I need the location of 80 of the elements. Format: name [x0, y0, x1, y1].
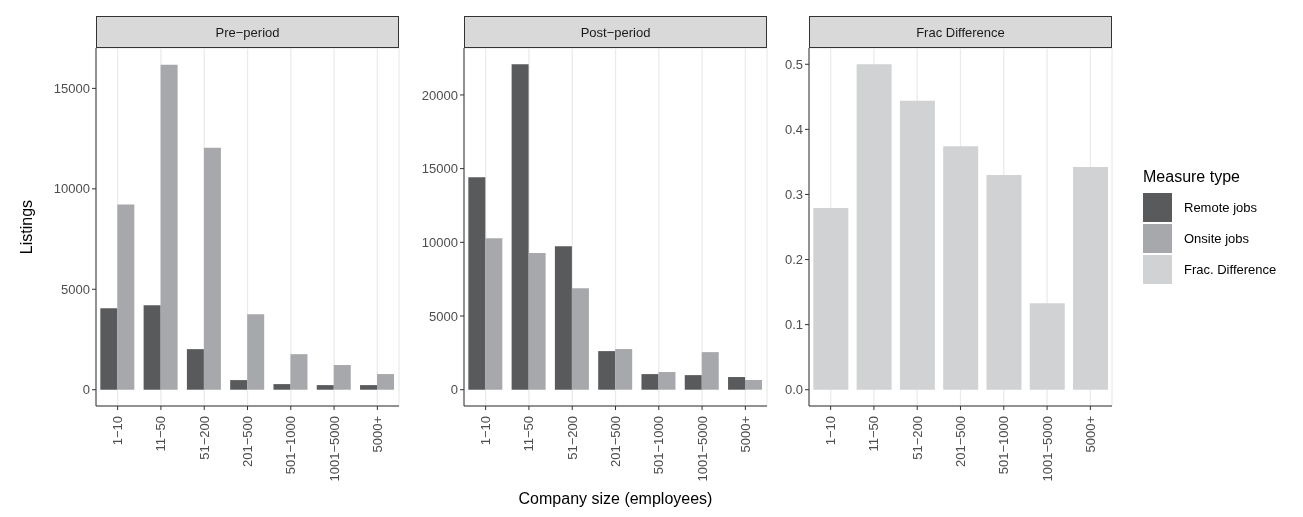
bar: [598, 351, 616, 390]
bar: [684, 375, 702, 390]
bar: [485, 238, 503, 390]
y-tick-label: 0.1: [784, 317, 803, 333]
bar: [230, 380, 248, 390]
x-tick-label: 501−1000: [651, 416, 667, 475]
y-tick-label: 10000: [53, 181, 90, 197]
bar: [813, 208, 849, 390]
y-tick-label: 5000: [61, 281, 90, 297]
y-tick-label: 15000: [53, 81, 90, 96]
bar: [943, 146, 979, 390]
bar: [143, 305, 161, 390]
bar: [615, 349, 633, 390]
y-tick-label: 0.4: [784, 121, 803, 137]
y-axis-title: Listings: [18, 198, 36, 257]
bar: [745, 379, 763, 390]
bar: [186, 349, 204, 390]
x-tick-label: 1−10: [478, 416, 494, 446]
y-tick-label: 0.0: [784, 382, 803, 398]
y-tick-label: 5000: [429, 308, 458, 324]
x-tick-label: 1001−5000: [694, 416, 710, 482]
legend-label: Frac. Difference: [1184, 262, 1277, 277]
chart-title: Frac Difference: [809, 16, 1112, 48]
bar: [290, 354, 308, 390]
bar: [986, 174, 1022, 390]
bar: [117, 204, 135, 390]
bar: [701, 352, 719, 390]
y-tick-label: 0.3: [784, 187, 803, 203]
bar: [899, 100, 935, 390]
x-tick-label: 1−10: [823, 416, 839, 446]
x-tick-label: 201−500: [240, 416, 255, 467]
y-tick-label: 20000: [421, 87, 458, 103]
x-tick-label: 1001−5000: [1039, 416, 1055, 482]
x-tick-label: 51−200: [564, 416, 580, 460]
x-tick-label: 11−50: [866, 416, 882, 452]
y-tick-label: 0: [82, 382, 90, 398]
x-tick-label: 5000+: [1082, 416, 1098, 453]
bar: [528, 253, 546, 390]
x-tick-label: 51−200: [909, 416, 925, 460]
bar: [1029, 303, 1065, 390]
x-tick-label: 201−500: [953, 416, 968, 467]
y-tick-label: 0: [450, 382, 458, 398]
bar: [333, 365, 351, 390]
x-tick-label: 11−50: [521, 416, 537, 452]
chart-title: Pre−period: [96, 16, 399, 48]
bar: [100, 308, 118, 390]
bar: [377, 374, 395, 390]
y-tick-label: 15000: [421, 161, 458, 177]
legend-title: Measure type: [1143, 168, 1241, 186]
x-tick-label: 1001−5000: [326, 416, 342, 482]
bar: [571, 288, 589, 390]
x-tick-label: 1−10: [110, 416, 126, 446]
y-tick-label: 0.2: [784, 252, 803, 268]
legend-label: Onsite jobs: [1184, 231, 1250, 246]
x-tick-label: 201−500: [608, 416, 623, 467]
bar: [658, 372, 676, 390]
x-tick-label: 51−200: [196, 416, 212, 460]
x-tick-label: 5000+: [369, 416, 385, 453]
bar: [856, 64, 892, 390]
bar: [1073, 167, 1109, 390]
bar: [468, 177, 486, 390]
bar: [316, 385, 334, 390]
bar: [728, 377, 746, 390]
bar: [273, 384, 291, 390]
legend-label: Remote jobs: [1184, 200, 1257, 215]
x-tick-label: 5000+: [737, 416, 753, 453]
bar: [360, 385, 378, 390]
bar: [511, 64, 529, 390]
y-tick-label: 10000: [421, 234, 458, 250]
bar: [160, 64, 178, 390]
x-axis-title: Company size (employees): [517, 490, 714, 508]
x-tick-label: 11−50: [153, 416, 169, 452]
x-tick-label: 501−1000: [283, 416, 299, 475]
bar: [203, 147, 221, 390]
y-tick-label: 0.5: [784, 56, 803, 72]
bar: [554, 246, 572, 390]
chart-title: Post−period: [464, 16, 767, 48]
x-tick-label: 501−1000: [996, 416, 1012, 475]
bar: [641, 374, 659, 390]
bar: [247, 314, 265, 390]
